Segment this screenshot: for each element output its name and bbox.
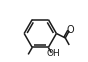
Text: O: O [67, 25, 74, 35]
Text: OH: OH [46, 49, 60, 58]
